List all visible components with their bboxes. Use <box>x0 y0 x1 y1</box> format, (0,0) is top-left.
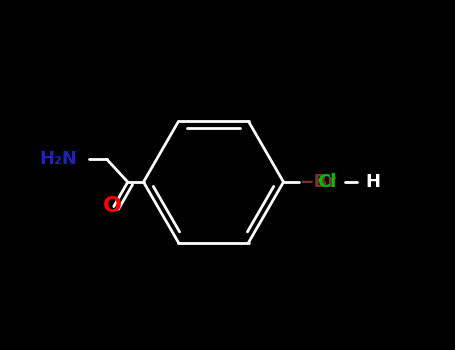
Text: Cl: Cl <box>317 173 336 191</box>
Text: O: O <box>102 196 121 217</box>
Text: H₂N: H₂N <box>39 150 77 168</box>
Text: H: H <box>366 173 381 191</box>
Text: ‒Br: ‒Br <box>301 173 336 191</box>
